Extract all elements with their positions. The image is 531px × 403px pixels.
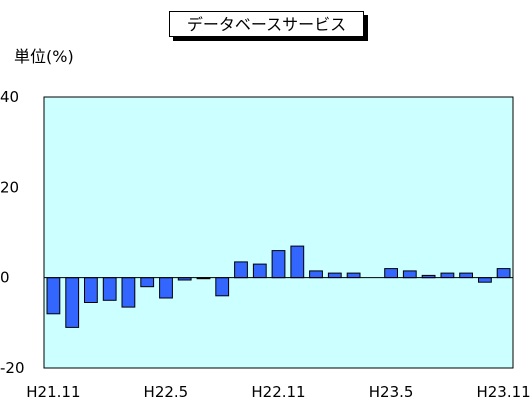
bar-H23.8: [440, 272, 455, 279]
bar-H22.3: [121, 277, 136, 308]
chart-title: データベースサービス: [169, 11, 364, 37]
plot-area: [43, 96, 514, 369]
y-tick-label: 20: [0, 178, 19, 196]
bar-H23.5: [384, 268, 399, 279]
bar-H23.10: [478, 277, 492, 283]
bar-H22.5: [159, 277, 173, 299]
x-tick-label: H21.11: [26, 383, 80, 401]
bar-H22.12: [290, 245, 305, 279]
bar-H23.1: [309, 270, 323, 279]
x-tick-label: H23.5: [369, 383, 414, 401]
y-tick-label: -20: [0, 359, 25, 377]
bar-H22.8: [215, 277, 230, 297]
x-tick-label: H22.11: [251, 383, 305, 401]
bar-H22.11: [271, 250, 286, 279]
unit-label: 単位(%): [14, 47, 74, 66]
bar-H23.3: [346, 272, 361, 279]
bar-H23.11: [496, 268, 511, 279]
bar-H22.10: [252, 263, 267, 279]
x-tick-label: H22.5: [144, 383, 189, 401]
bar-H22.9: [234, 261, 248, 279]
bar-H22.2: [102, 277, 117, 301]
bar-H22.4: [140, 277, 155, 288]
y-tick-label: 40: [0, 88, 19, 106]
bar-H23.2: [327, 272, 342, 279]
bar-H21.12: [65, 277, 80, 328]
x-tick-label: H23.11: [476, 383, 530, 401]
y-tick-label: 0: [0, 269, 10, 287]
bar-H23.9: [459, 272, 474, 279]
bar-H21.11: [46, 277, 61, 315]
bar-H22.1: [84, 277, 98, 304]
bar-H23.6: [402, 270, 417, 279]
